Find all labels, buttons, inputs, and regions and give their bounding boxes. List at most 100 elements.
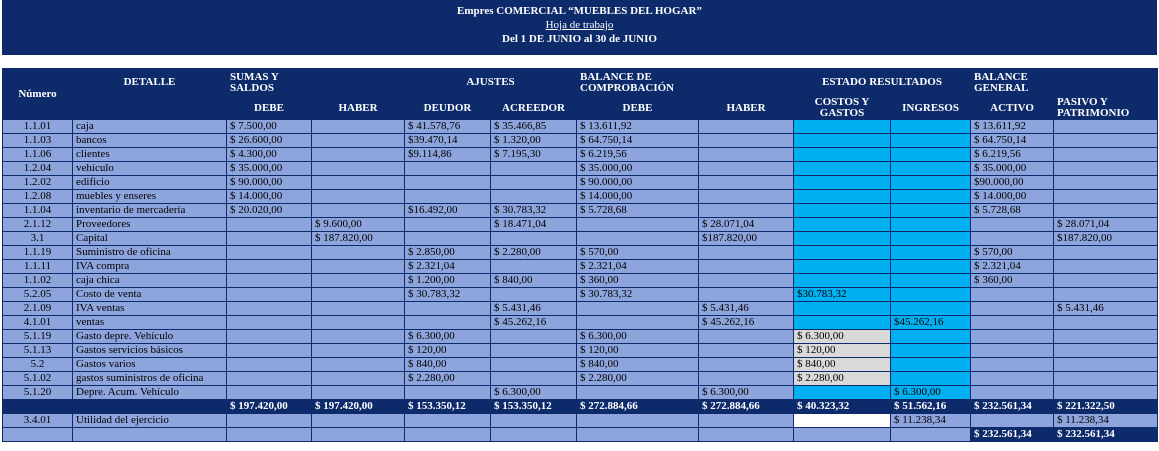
table-row: 1.1.06 clientes $ 4.300,00 $9.114,86 $ 7.195… xyxy=(2,147,1159,162)
account-number: 5.1.02 xyxy=(2,371,73,386)
account-number: 1.1.02 xyxy=(2,273,73,288)
costos-gastos xyxy=(793,119,892,134)
ingresos xyxy=(890,245,972,260)
account-number: 1.1.04 xyxy=(2,203,73,218)
activo: $ 2.321,04 xyxy=(970,259,1055,274)
account-number: 4.1.01 xyxy=(2,315,73,330)
utilidad-account-detail: Utilidad del ejercicio xyxy=(72,413,227,428)
final-total-row: $ 232.561,34 $ 232.561,34 xyxy=(2,427,1159,442)
utilidad-sumas-debe xyxy=(226,413,312,428)
ajustes-deudor xyxy=(404,385,491,400)
final-blank xyxy=(698,427,795,442)
ajustes-deudor: $ 2.321,04 xyxy=(404,259,491,274)
col-estado-resultados: ESTADO RESULTADOS xyxy=(793,68,972,97)
table-row: 1.1.04 inventario de mercadería $ 20.020,0… xyxy=(2,203,1159,218)
table-row: 1.1.19 Suministro de oficina $ 2.850,00 $ 2… xyxy=(2,245,1159,260)
ingresos xyxy=(890,217,972,232)
ajustes-acreedor: $ 6.300,00 xyxy=(489,385,578,400)
comprobacion-haber xyxy=(698,357,795,372)
sumas-debe xyxy=(226,371,312,386)
activo xyxy=(970,329,1055,344)
ajustes-deudor xyxy=(404,189,491,204)
comprobacion-debe: $ 360,00 xyxy=(576,273,700,288)
costos-gastos xyxy=(793,231,892,246)
activo: $ 5.728,68 xyxy=(970,203,1055,218)
costos-gastos: $ 120,00 xyxy=(793,343,892,358)
activo: $ 64.750,14 xyxy=(970,133,1055,148)
table-row: 1.2.02 edificio $ 90.000,00 $ 90.000,00 $90.… xyxy=(2,175,1159,190)
activo xyxy=(970,231,1055,246)
sumas-debe xyxy=(226,329,312,344)
sumas-haber xyxy=(311,133,405,148)
comprobacion-haber: $187.820,00 xyxy=(698,231,795,246)
account-detail: inventario de mercadería xyxy=(72,203,227,218)
col-general-blank xyxy=(1053,68,1159,97)
activo xyxy=(970,315,1055,330)
table-row: 5.1.13 Gastos servicios básicos $ 120,00 $ … xyxy=(2,343,1159,358)
table-row: 5.1.02 gastos suministros de oficina $ 2.2… xyxy=(2,371,1159,386)
col-balance-general: BALANCE GENERAL xyxy=(970,68,1055,97)
comprobacion-debe: $ 35.000,00 xyxy=(576,161,700,176)
ajustes-acreedor: $ 18.471,04 xyxy=(489,217,578,232)
activo: $ 570,00 xyxy=(970,245,1055,260)
col-sumas-blank xyxy=(311,68,405,97)
col-ajustes-deudor: DEUDOR xyxy=(404,96,491,120)
account-number: 1.2.02 xyxy=(2,175,73,190)
comprobacion-debe: $ 6.300,00 xyxy=(576,329,700,344)
ingresos: $45.262,16 xyxy=(890,315,972,330)
sumas-haber xyxy=(311,287,405,302)
account-detail: caja xyxy=(72,119,227,134)
comprobacion-debe: $ 64.750,14 xyxy=(576,133,700,148)
comprobacion-debe: $ 570,00 xyxy=(576,245,700,260)
ajustes-deudor: $9.114,86 xyxy=(404,147,491,162)
ingresos xyxy=(890,357,972,372)
ajustes-deudor xyxy=(404,231,491,246)
costos-gastos xyxy=(793,175,892,190)
activo xyxy=(970,217,1055,232)
sumas-debe: $ 90.000,00 xyxy=(226,175,312,190)
account-detail: clientes xyxy=(72,147,227,162)
utilidad-pasivo-patrimonio: $ 11.238,34 xyxy=(1053,413,1159,428)
sumas-debe xyxy=(226,315,312,330)
account-detail: Proveedores xyxy=(72,217,227,232)
ingresos xyxy=(890,343,972,358)
comprobacion-haber xyxy=(698,119,795,134)
ajustes-acreedor xyxy=(489,161,578,176)
sumas-debe xyxy=(226,273,312,288)
ajustes-acreedor xyxy=(489,189,578,204)
pasivo-patrimonio: $187.820,00 xyxy=(1053,231,1159,246)
ajustes-acreedor xyxy=(489,371,578,386)
account-detail: Gasto depre. Vehículo xyxy=(72,329,227,344)
total-comprobacion-haber: $ 272.884,66 xyxy=(698,399,795,414)
costos-gastos: $30.783,32 xyxy=(793,287,892,302)
pasivo-patrimonio xyxy=(1053,287,1159,302)
utilidad-ingresos: $ 11.238,34 xyxy=(890,413,972,428)
pasivo-patrimonio xyxy=(1053,189,1159,204)
comprobacion-haber xyxy=(698,371,795,386)
pasivo-patrimonio xyxy=(1053,133,1159,148)
pasivo-patrimonio xyxy=(1053,161,1159,176)
worksheet-subtitle: Hoja de trabajo xyxy=(545,19,614,31)
account-detail: gastos suministros de oficina xyxy=(72,371,227,386)
comprobacion-debe: $ 840,00 xyxy=(576,357,700,372)
sumas-haber xyxy=(311,203,405,218)
pasivo-patrimonio xyxy=(1053,329,1159,344)
table-row: 2.1.12 Proveedores $ 9.600,00 $ 18.471,04 $ … xyxy=(2,217,1159,232)
col-sumas-haber: HABER xyxy=(311,96,405,120)
table-row: 3.1 Capital $ 187.820,00 $187.820,00 $187.82… xyxy=(2,231,1159,246)
account-detail: Gastos servicios básicos xyxy=(72,343,227,358)
sumas-debe: $ 14.000,00 xyxy=(226,189,312,204)
account-number: 1.2.08 xyxy=(2,189,73,204)
account-number: 1.1.19 xyxy=(2,245,73,260)
final-blank xyxy=(311,427,405,442)
account-detail: muebles y enseres xyxy=(72,189,227,204)
ajustes-acreedor xyxy=(489,329,578,344)
account-detail: bancos xyxy=(72,133,227,148)
col-comprobacion-blank xyxy=(698,68,795,97)
final-blank xyxy=(2,427,73,442)
account-detail: edificio xyxy=(72,175,227,190)
utilidad-sumas-haber xyxy=(311,413,405,428)
account-detail: Capital xyxy=(72,231,227,246)
pasivo-patrimonio xyxy=(1053,371,1159,386)
sumas-debe xyxy=(226,217,312,232)
